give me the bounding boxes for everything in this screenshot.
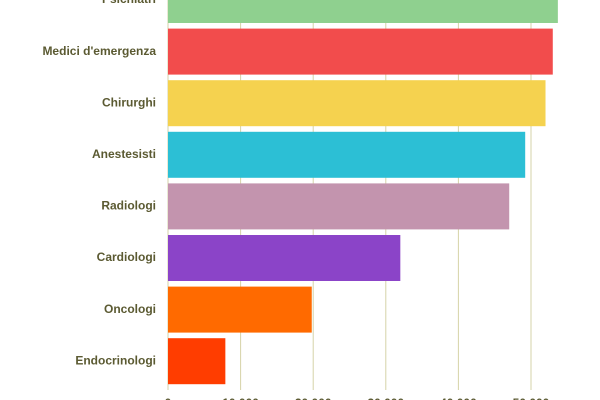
y-tick-label: Anestesisti <box>92 147 156 161</box>
bar <box>168 286 312 333</box>
x-tick-label: 40,000 <box>440 396 477 400</box>
x-tick-label: 10,000 <box>222 396 259 400</box>
bar <box>168 0 558 23</box>
bar <box>168 183 510 230</box>
bar <box>168 28 553 75</box>
y-tick-label: Oncologi <box>104 302 156 316</box>
y-tick-label: Radiologi <box>101 199 156 213</box>
y-tick-label: Chirurghi <box>102 95 156 109</box>
bar <box>168 338 226 385</box>
x-tick-label: 0 <box>165 396 172 400</box>
bar <box>168 80 546 127</box>
y-tick-label: Psichiatri <box>102 0 156 6</box>
y-tick-label: Cardiologi <box>97 250 156 264</box>
x-tick-label: 50,000 <box>513 396 550 400</box>
bar <box>168 131 526 178</box>
y-tick-label: Medici d'emergenza <box>42 44 156 58</box>
x-tick-label: 30,000 <box>367 396 404 400</box>
bar <box>168 235 401 281</box>
x-tick-label: 20,000 <box>295 396 332 400</box>
y-tick-label: Endocrinologi <box>75 353 156 367</box>
